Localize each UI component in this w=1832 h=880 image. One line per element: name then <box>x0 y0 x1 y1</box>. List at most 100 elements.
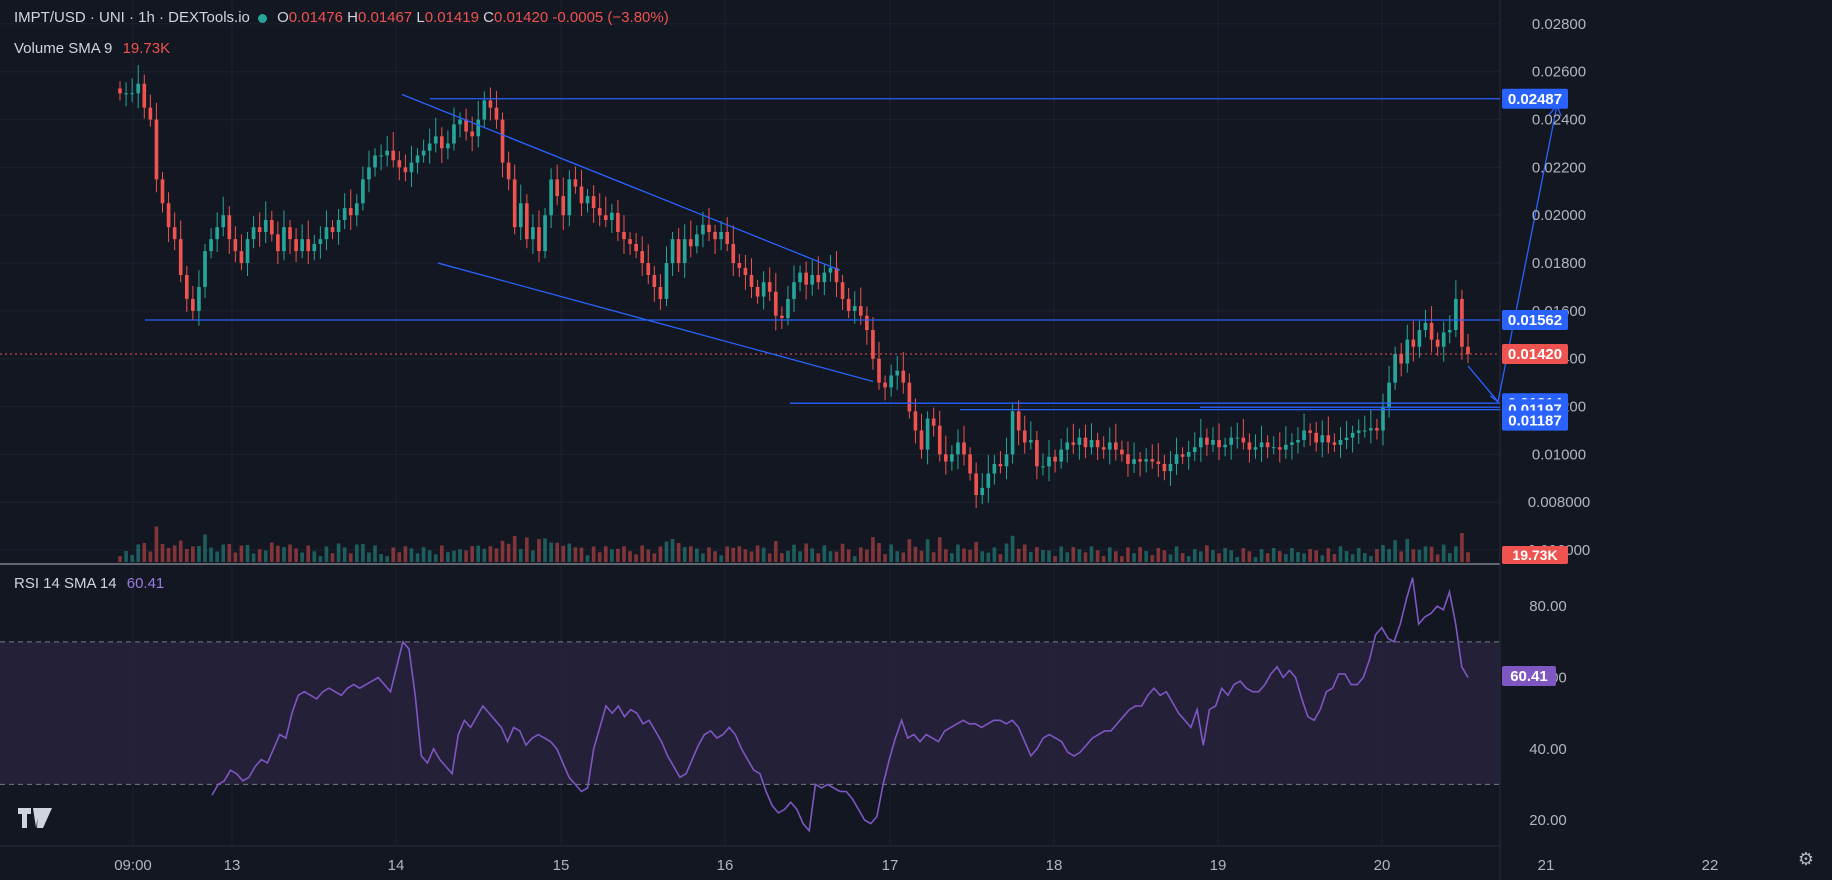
candle-body <box>1356 430 1361 433</box>
candle-body <box>865 315 869 331</box>
volume-bar <box>804 543 808 562</box>
volume-bar <box>494 548 499 562</box>
volume-bar <box>1466 552 1470 562</box>
candle-body <box>701 224 705 235</box>
volume-bar <box>798 551 802 562</box>
candle-body <box>227 215 232 240</box>
candle-body <box>1460 298 1464 347</box>
volume-bar <box>1150 555 1155 562</box>
volume-bar <box>701 553 705 562</box>
volume-bar <box>962 548 966 562</box>
volume-bar <box>124 551 128 562</box>
volume-bar <box>1107 547 1112 562</box>
candle-body <box>427 143 432 151</box>
symbol-title: IMPT/USD · UNI · 1h · DEXTools.io <box>14 9 250 26</box>
volume-bar <box>263 550 268 562</box>
candle-body <box>895 370 900 376</box>
candle-body <box>367 167 371 180</box>
candle-body <box>1071 442 1076 445</box>
volume-legend[interactable]: Volume SMA 9 19.73K <box>14 40 170 57</box>
candle-body <box>646 263 651 276</box>
volume-bar <box>148 551 153 562</box>
trend-drawings[interactable] <box>0 93 1562 411</box>
candle-body <box>986 473 991 488</box>
volume-bar <box>233 552 238 562</box>
candle-body <box>397 160 402 168</box>
candle-body <box>1399 353 1404 364</box>
volume-bar <box>889 544 893 562</box>
volume-bar <box>731 547 736 562</box>
time-axis[interactable]: 09:00 13 14 15 16 17 18 19 20 21 22 <box>114 857 1718 874</box>
gear-icon[interactable]: ⚙ <box>1797 849 1814 869</box>
volume-bar <box>1095 550 1100 562</box>
candle-body <box>1101 447 1106 450</box>
volume-bar <box>1022 544 1027 562</box>
candle-body <box>1375 428 1379 431</box>
candle-body <box>622 231 626 240</box>
volume-bar <box>749 551 754 562</box>
volume-bar <box>1454 546 1458 562</box>
volume-bar <box>178 540 183 562</box>
candle-body <box>579 186 584 204</box>
candle-body <box>476 119 481 137</box>
volume-bar <box>1016 548 1021 562</box>
volume-bar <box>549 542 553 562</box>
volume-bar <box>452 550 456 562</box>
volume-bar <box>664 541 669 562</box>
rsi-legend[interactable]: RSI 14 SMA 14 60.41 <box>14 575 164 592</box>
open-value: 0.01476 <box>288 9 343 26</box>
volume-tag <box>1502 546 1568 564</box>
volume-bar <box>1162 550 1167 562</box>
volume-bar <box>324 546 329 562</box>
candle-body <box>300 239 304 252</box>
candle-body <box>1393 353 1397 383</box>
candle-body <box>1180 454 1185 457</box>
volume-bar <box>433 554 438 562</box>
candle-body <box>1423 322 1428 331</box>
open-label: O <box>277 9 289 26</box>
candle-body <box>124 93 128 95</box>
candle-body <box>956 442 960 455</box>
candle-body <box>421 150 426 156</box>
volume-bar <box>245 545 250 562</box>
volume-bar <box>415 553 420 562</box>
candle-body <box>591 196 596 209</box>
tradingview-logo-icon[interactable] <box>18 808 52 830</box>
candle-body <box>804 272 808 285</box>
volume-bar <box>1223 548 1227 562</box>
close-label: C <box>483 9 494 26</box>
candle-body <box>1253 447 1258 450</box>
candle-body <box>178 239 183 276</box>
price-axis[interactable]: 0.02800 0.02600 0.02400 0.02200 0.02000 0.018… <box>1502 16 1590 829</box>
candle-body <box>500 119 505 163</box>
volume-bar <box>160 544 165 562</box>
candle-body <box>306 239 311 252</box>
volume-legend-value: 19.73K <box>122 40 171 57</box>
candle-body <box>1065 442 1070 450</box>
candle-body <box>1077 437 1082 445</box>
volume-bar <box>1028 552 1033 562</box>
volume-bar <box>446 552 450 562</box>
time-tick-label: 15 <box>553 857 570 874</box>
volume-bar <box>209 547 213 562</box>
candle-body <box>555 179 560 197</box>
volume-bar <box>1435 554 1440 562</box>
candle-body <box>834 267 839 283</box>
rsi-legend-label: RSI 14 SMA 14 <box>14 575 117 592</box>
symbol-legend[interactable]: IMPT/USD · UNI · 1h · DEXTools.io O0.014… <box>14 9 669 26</box>
time-tick-label: 19 <box>1210 857 1227 874</box>
candle-body <box>221 215 226 228</box>
volume-bar <box>1302 553 1306 562</box>
candle-body <box>233 239 238 252</box>
candle-body <box>482 100 487 120</box>
candle-body <box>409 162 414 173</box>
candle-body <box>1326 435 1331 443</box>
volume-bar <box>610 549 614 562</box>
candle-body <box>688 239 693 247</box>
candle-body <box>1022 430 1027 443</box>
candle-body <box>610 212 614 221</box>
volume-bar <box>537 539 541 562</box>
volume-bar <box>901 552 906 562</box>
candle-body <box>160 179 165 204</box>
